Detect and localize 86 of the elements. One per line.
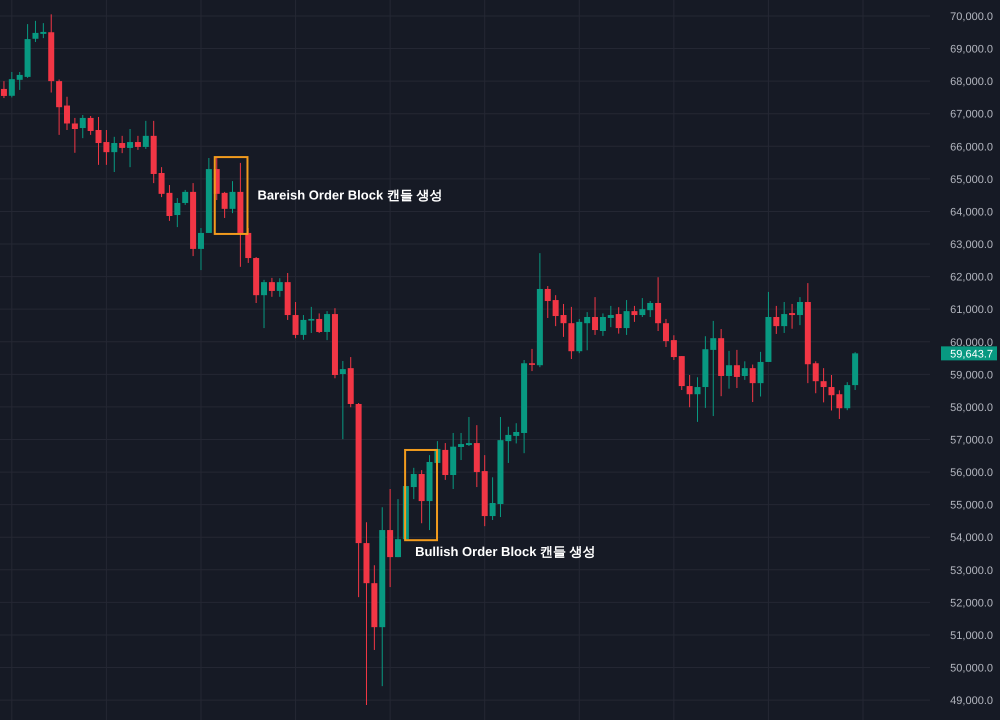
candlestick (742, 360, 748, 380)
candlestick (261, 279, 268, 329)
candlestick (662, 318, 669, 348)
candlestick (828, 374, 834, 411)
candlestick (127, 128, 134, 168)
text: 59,643.7 (950, 348, 993, 360)
candlestick (268, 277, 275, 298)
y-tick-label: 64,000.0 (950, 206, 993, 218)
candlestick (686, 374, 693, 408)
candlestick (64, 96, 70, 130)
candlestick (222, 191, 228, 218)
y-tick-label: 57,000.0 (950, 434, 993, 446)
y-tick-label: 54,000.0 (950, 532, 993, 544)
candlestick (734, 349, 740, 389)
candlestick (230, 180, 236, 214)
candlestick (88, 115, 94, 136)
candlestick (276, 278, 283, 298)
y-tick-label: 63,000.0 (950, 239, 993, 252)
y-tick-label: 61,000.0 (950, 304, 993, 316)
candlestick (631, 305, 638, 322)
candlestick (40, 22, 46, 39)
candlestick (111, 136, 118, 173)
candlestick (32, 20, 38, 43)
y-tick-label: 56,000.0 (950, 467, 993, 480)
y-tick-label: 70,000.0 (950, 10, 993, 23)
y-tick-label: 62,000.0 (950, 272, 993, 284)
candlestick (166, 184, 172, 222)
y-tick-label: 66,000.0 (950, 141, 993, 154)
candlestick (836, 390, 842, 420)
candlestick (624, 300, 630, 336)
candlestick (292, 302, 299, 339)
candlestick (528, 348, 535, 372)
candlestick (158, 166, 165, 198)
candlestick (340, 360, 346, 440)
y-tick-label: 68,000.0 (950, 76, 993, 88)
candlestick (198, 228, 204, 271)
y-tick-label: 52,000.0 (950, 597, 993, 610)
candlestick (458, 432, 464, 461)
candlestick (560, 303, 567, 338)
candlestick (308, 306, 314, 334)
y-tick-label: 60,000.0 (950, 336, 993, 349)
candlestick (694, 376, 700, 422)
candlestick (820, 368, 827, 403)
candlestick (789, 303, 796, 330)
candlestick (758, 351, 764, 397)
y-tick-label: 49,000.0 (950, 695, 993, 708)
candlestick (796, 296, 803, 326)
candlestick (608, 305, 614, 328)
candlestick (316, 312, 322, 334)
annotation: Bareish Order Block 캔들 생성 (257, 188, 442, 203)
y-tick-label: 51,000.0 (950, 630, 993, 642)
candlestick (750, 364, 756, 403)
candlestick (142, 120, 149, 150)
y-tick-label: 55,000.0 (950, 500, 993, 512)
candlestick (103, 129, 110, 166)
candlestick (710, 320, 716, 417)
candlestick (490, 476, 496, 520)
y-tick-label: 53,000.0 (950, 564, 993, 577)
annotation: Bullish Order Block 캔들 생성 (415, 544, 596, 560)
candlestick (655, 276, 662, 332)
y-tick-label: 69,000.0 (950, 44, 993, 56)
candlestick (410, 467, 417, 500)
candlestick (592, 296, 598, 336)
candlestick (616, 306, 622, 334)
candlestick (781, 302, 788, 334)
candlestick (182, 189, 188, 206)
candlestick (72, 117, 78, 154)
y-tick-label: 58,000.0 (950, 402, 993, 414)
candlestick (844, 382, 850, 411)
candlestick (134, 135, 141, 150)
candlestick (324, 310, 330, 341)
candlestick (174, 198, 180, 228)
candlestick (395, 498, 402, 558)
candlestick (466, 416, 472, 447)
y-tick-label: 67,000.0 (950, 108, 993, 121)
candlestick (0, 80, 7, 99)
y-tick-label: 59,000.0 (950, 369, 993, 382)
candlestick (773, 305, 780, 334)
candlestick (119, 135, 126, 154)
candlestick (96, 116, 102, 166)
candlestick (600, 312, 606, 336)
candlestick (726, 350, 732, 390)
y-tick-label: 65,000.0 (950, 174, 993, 186)
candlestick (80, 114, 86, 139)
y-tick-label: 50,000.0 (950, 662, 993, 675)
candlestick (300, 314, 306, 340)
